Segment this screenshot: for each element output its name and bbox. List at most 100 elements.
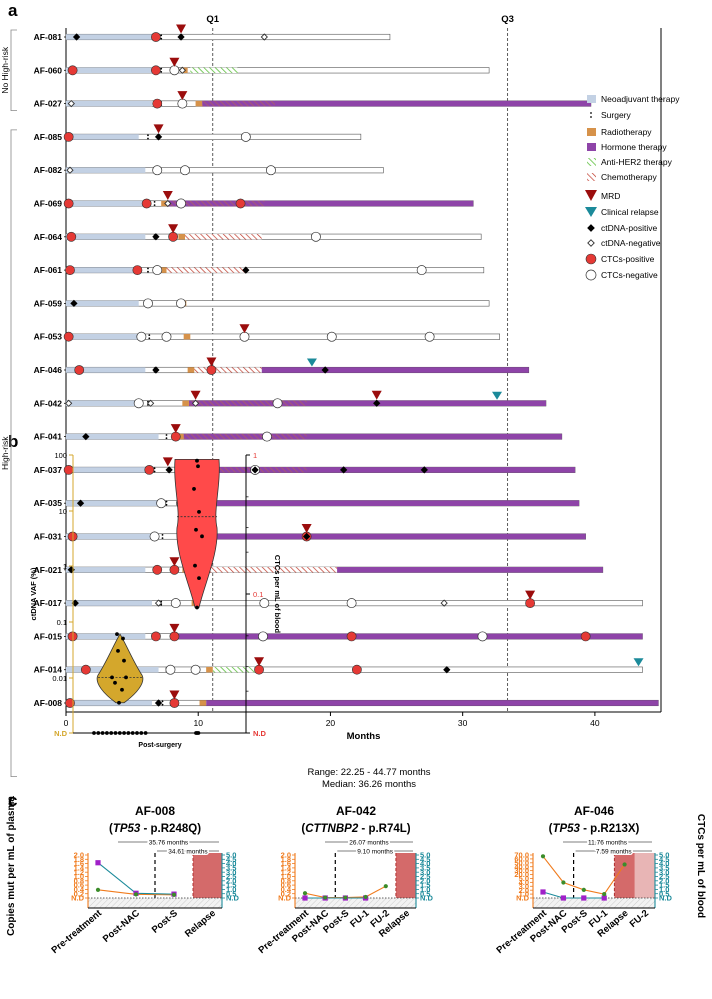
radiotherapy-segment bbox=[182, 400, 189, 407]
neoadjuvant-segment bbox=[66, 300, 139, 307]
relapse-shade bbox=[614, 853, 635, 908]
right-tick-label: 2.5 bbox=[659, 872, 669, 881]
nd-zone bbox=[295, 898, 416, 908]
ctdna-nd-point bbox=[143, 731, 148, 735]
relapse-marker bbox=[633, 658, 644, 667]
left-tick-label: 3.0 bbox=[519, 882, 529, 891]
surgery-mark bbox=[160, 71, 163, 73]
surgery-mark bbox=[147, 270, 149, 273]
surgery-mark bbox=[147, 267, 149, 270]
ctc-positive-marker bbox=[151, 32, 161, 42]
right-tick-label: 0.5 bbox=[659, 889, 669, 898]
ctc-positive-marker bbox=[141, 198, 152, 209]
ctdna-point bbox=[124, 675, 128, 680]
ctdna-nd-point bbox=[113, 731, 118, 735]
ctdna-negative-marker bbox=[67, 99, 75, 108]
x-axis-title: Months bbox=[347, 731, 381, 742]
ctc-negative-marker bbox=[177, 98, 188, 109]
patient-id: AF-059 bbox=[34, 298, 63, 308]
right-tick-label: 1.0 bbox=[659, 885, 669, 894]
surgery-mark bbox=[165, 434, 168, 436]
patient-id: AF-069 bbox=[34, 199, 63, 209]
right-tick-label: N.D bbox=[253, 729, 267, 738]
legend-swatch-hormone bbox=[587, 143, 596, 151]
ctc-positive-marker bbox=[169, 564, 180, 575]
ctdna-point bbox=[113, 680, 117, 685]
right-tick-label: 1 bbox=[253, 451, 257, 460]
ctc-point bbox=[560, 895, 566, 901]
ctc-negative-marker bbox=[170, 598, 181, 609]
ctdna-negative-marker bbox=[260, 33, 268, 41]
ctc-negative-marker bbox=[156, 498, 167, 509]
mrd-marker bbox=[254, 657, 265, 667]
panel-subtitle: (TP53 - p.R213X) bbox=[549, 823, 640, 835]
ctc-violin bbox=[174, 458, 220, 608]
left-tick-label: 0.01 bbox=[52, 674, 67, 683]
panel-title: AF-042 bbox=[336, 804, 376, 818]
surgery-mark bbox=[148, 337, 151, 340]
neoadjuvant-segment bbox=[66, 700, 152, 706]
ctc-negative-marker bbox=[143, 298, 153, 309]
neoadjuvant-segment bbox=[66, 467, 146, 473]
ctc-negative-marker bbox=[176, 298, 186, 309]
surgery-mark bbox=[160, 37, 163, 40]
hormone-segment bbox=[181, 467, 576, 473]
panel-subtitle: (CTTNBP2 - p.R74L) bbox=[301, 823, 410, 835]
x-tick-label: 0 bbox=[64, 718, 69, 728]
ctc-negative-marker bbox=[259, 598, 270, 609]
surgery-mark bbox=[165, 500, 168, 503]
surgery-mark bbox=[147, 137, 149, 140]
ctdna-point bbox=[120, 687, 124, 692]
patient-id: AF-014 bbox=[34, 665, 63, 675]
left-tick-label: 1.8 bbox=[281, 855, 291, 864]
post-relapse-shade bbox=[634, 853, 655, 908]
ctdna-point bbox=[602, 892, 607, 897]
left-tick-label: 20.0 bbox=[514, 870, 529, 879]
legend-swatch-neoadjuvant bbox=[587, 95, 596, 103]
mrd-marker bbox=[206, 357, 217, 367]
left-tick-label: 70.0 bbox=[514, 851, 529, 860]
line-panel: AF-046 (TP53 - p.R213X) 70.060.050.040.030… bbox=[495, 804, 673, 956]
right-tick-label: 1.5 bbox=[659, 881, 669, 890]
neoadjuvant-segment bbox=[66, 34, 152, 40]
left-tick-label: 0.8 bbox=[74, 876, 84, 885]
ctdna-positive-marker bbox=[70, 299, 78, 308]
nd-zone bbox=[88, 898, 222, 908]
ctdna-point bbox=[363, 894, 368, 900]
ctdna-point bbox=[133, 892, 139, 897]
ctc-positive-marker bbox=[63, 331, 74, 342]
group-bracket bbox=[10, 129, 17, 777]
ctdna-point bbox=[622, 862, 627, 867]
surgery-mark bbox=[153, 470, 156, 473]
ctc-point bbox=[193, 563, 197, 568]
ctdna-point bbox=[302, 891, 308, 896]
panel-subtitle: (TP53 - p.R248Q) bbox=[109, 823, 201, 835]
mrd-marker bbox=[169, 57, 180, 67]
surgery-mark bbox=[161, 534, 164, 536]
ctc-negative-marker bbox=[310, 231, 321, 242]
radiotherapy-segment bbox=[206, 666, 213, 673]
relapse-marker bbox=[306, 358, 317, 367]
right-tick-label: N.D bbox=[659, 894, 673, 903]
mrd-marker bbox=[190, 390, 201, 400]
right-tick-label: 1.5 bbox=[420, 881, 430, 890]
ctdna-negative-marker bbox=[440, 599, 448, 607]
span-label-2: 9.10 months bbox=[357, 849, 394, 856]
legend-swatch-anti-her2 bbox=[587, 158, 596, 166]
neoadjuvant-segment bbox=[66, 567, 146, 573]
ctc-negative-marker bbox=[416, 265, 427, 276]
right-tick-label: 4.0 bbox=[659, 859, 669, 868]
right-tick-label: 3.5 bbox=[420, 864, 430, 873]
ctc-line bbox=[97, 862, 175, 895]
patient-row: AF-060 bbox=[34, 57, 490, 75]
ctdna-negative-marker bbox=[66, 166, 74, 174]
hormone-segment bbox=[167, 200, 474, 207]
right-tick-label: 4.0 bbox=[226, 859, 236, 868]
neoadjuvant-segment bbox=[66, 267, 139, 273]
x-tick-label: 30 bbox=[458, 718, 468, 728]
legend-swatch-chemo bbox=[587, 173, 596, 181]
ctdna-point bbox=[561, 880, 566, 885]
left-tick-label: 2.0 bbox=[74, 851, 84, 860]
ctdna-nd-point bbox=[130, 731, 135, 735]
ctc-negative-marker bbox=[161, 331, 172, 342]
